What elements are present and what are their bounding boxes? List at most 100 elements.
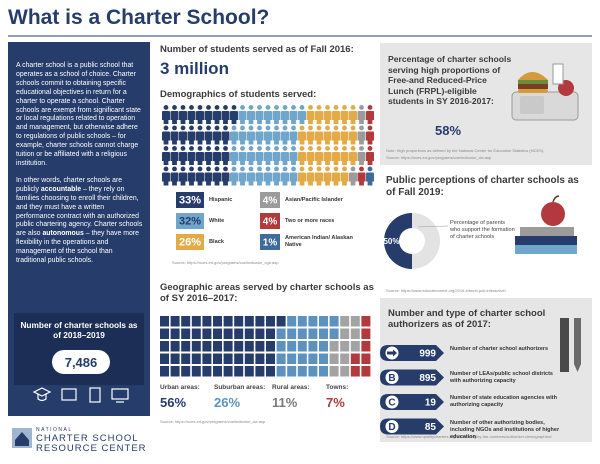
apple-stem: [552, 195, 560, 203]
student-icon: [323, 166, 332, 186]
student-icon: [298, 146, 306, 165]
area-square: [255, 366, 265, 377]
book: [515, 236, 577, 245]
area-square: [255, 328, 265, 339]
student-icon: [170, 166, 179, 186]
logo-house: [15, 432, 29, 446]
student-icon: [340, 125, 349, 145]
paragraph: In other words, charter schools are publ…: [16, 177, 144, 266]
area-square: [329, 366, 339, 377]
book: [515, 245, 577, 254]
area-square: [361, 353, 371, 364]
area-square: [213, 316, 222, 327]
area-square: [213, 341, 222, 352]
student-icon: [315, 146, 323, 165]
student-icon: [246, 146, 255, 165]
area-square: [297, 366, 307, 377]
student-icon: [178, 166, 187, 186]
area-square: [213, 353, 222, 364]
student-icon: [229, 146, 238, 165]
authorizer-badge: [384, 394, 400, 410]
area-square: [234, 353, 244, 364]
student-icon: [281, 125, 289, 145]
area-square: [287, 328, 297, 339]
student-icon: [340, 166, 349, 186]
area-label: Towns:: [326, 384, 349, 391]
area-square: [244, 316, 254, 327]
student-icon: [332, 166, 340, 186]
perceptions-caption: Percentage of parents who support the fo…: [450, 220, 515, 240]
student-icon: [204, 105, 213, 124]
student-icon: [221, 166, 230, 186]
area-square: [361, 366, 371, 377]
area-square: [160, 366, 169, 377]
area-square: [202, 316, 212, 327]
page-title: What is a Charter School?: [8, 6, 270, 29]
count-label: Number of charter schools as of 2018–201…: [20, 320, 138, 340]
area-square: [340, 328, 350, 339]
area-square: [308, 328, 318, 339]
authorizers-heading: Number and type of charter school author…: [388, 308, 546, 330]
student-icon: [229, 105, 238, 124]
area-square: [213, 328, 222, 339]
area-square: [160, 353, 169, 364]
area-square: [255, 353, 265, 364]
authorizer-value: 19: [425, 398, 437, 409]
student-icon: [178, 146, 187, 165]
legend-value: 26%: [179, 237, 201, 249]
student-icon: [357, 166, 366, 186]
logo-line: RESOURCE CENTER: [36, 443, 147, 454]
area-value: 7%: [326, 395, 345, 410]
student-icon: [289, 125, 298, 145]
student-icon: [264, 166, 272, 186]
area-square: [340, 366, 350, 377]
area-square: [191, 341, 201, 352]
authorizer-value: 85: [425, 422, 437, 433]
student-icon: [315, 125, 323, 145]
authorizer-value: 999: [419, 349, 436, 360]
student-icon: [170, 146, 179, 165]
area-square: [297, 353, 307, 364]
authorizer-description: Number of charter school authorizers: [450, 346, 549, 352]
area-square: [223, 328, 233, 339]
area-square: [255, 341, 265, 352]
source: Source: https://www.educationnext.org/20…: [386, 288, 506, 293]
legend-label: Two or more races: [285, 218, 335, 224]
student-icon: [212, 146, 221, 165]
student-icon: [298, 105, 306, 124]
area-square: [287, 353, 297, 364]
legend-label: Hispanic: [209, 197, 233, 203]
area-square: [244, 328, 254, 339]
area-square: [234, 328, 244, 339]
student-icon: [161, 146, 170, 165]
area-square: [244, 366, 254, 377]
student-icon: [255, 125, 264, 145]
area-square: [329, 328, 339, 339]
student-icon: [315, 166, 323, 186]
area-square: [297, 316, 307, 327]
authorizer-description: Number of LEAs/public school districts w…: [450, 370, 553, 384]
student-icon: [221, 125, 230, 145]
student-icon: [340, 146, 349, 165]
student-icon: [340, 105, 349, 124]
area-square: [170, 328, 180, 339]
area-square: [276, 341, 286, 352]
area-square: [340, 353, 350, 364]
student-icon: [170, 105, 179, 124]
book: [520, 227, 574, 236]
area-square: [329, 316, 339, 327]
area-square: [191, 353, 201, 364]
milk: [552, 63, 564, 85]
screen-icon: [111, 388, 129, 400]
area-square: [308, 353, 318, 364]
student-icon: [289, 146, 298, 165]
area-square: [350, 328, 360, 339]
area-square: [319, 328, 328, 339]
area-square: [202, 366, 212, 377]
authorizer-badge: [384, 419, 400, 434]
area-square: [170, 341, 180, 352]
student-icon: [306, 166, 315, 186]
student-icon: [349, 105, 357, 124]
area-square: [191, 316, 201, 327]
student-icon: [366, 146, 374, 165]
